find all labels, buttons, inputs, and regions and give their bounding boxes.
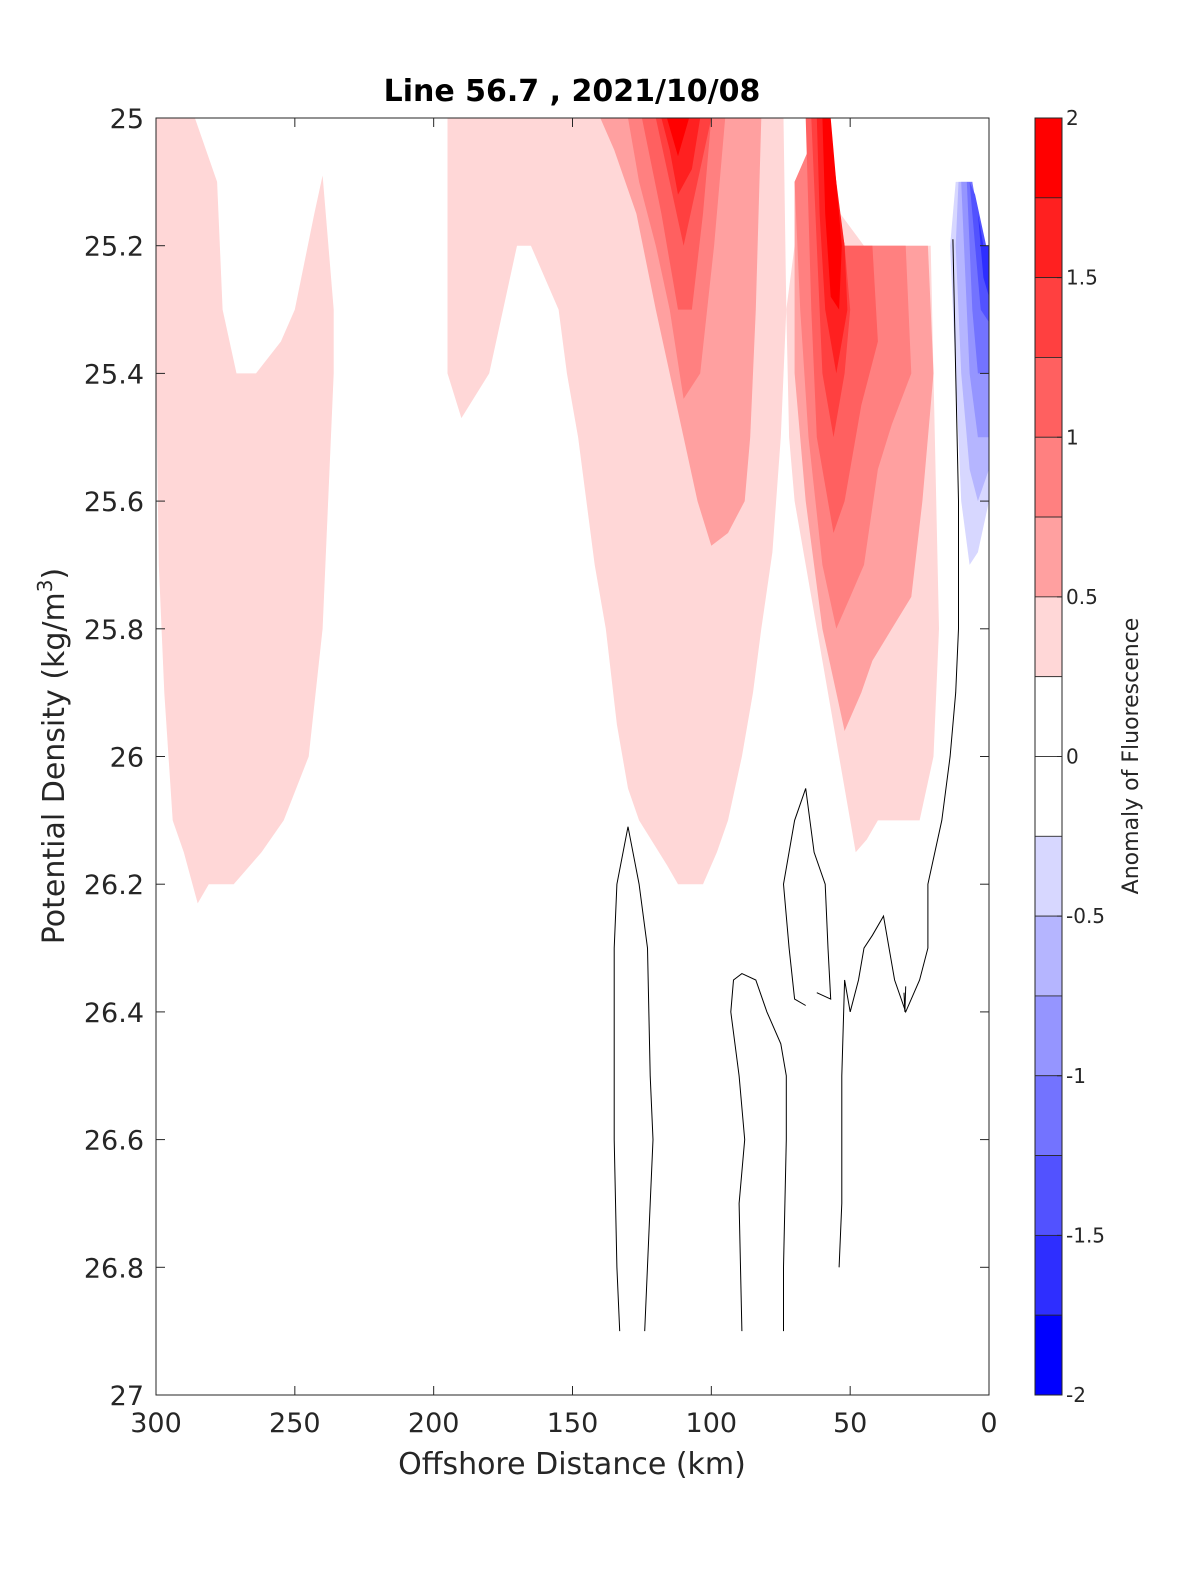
colorbar-tick-label: -2 xyxy=(1066,1383,1086,1407)
colorbar-level-block xyxy=(1034,357,1063,438)
colorbar-level-block xyxy=(1034,596,1063,678)
y-tick-label: 26 xyxy=(110,743,144,774)
x-tick-label: 200 xyxy=(408,1408,460,1439)
y-axis-label-main: Potential Density (kg/m xyxy=(37,592,72,944)
colorbar-level-block xyxy=(1034,1075,1063,1156)
colorbar-ticks: 2 1.5 1 0.5 0 -0.5 -1 -1.5 -2 xyxy=(1057,106,1105,1407)
y-axis-label: Potential Density (kg/m3) xyxy=(33,568,72,944)
colorbar-level-block xyxy=(1034,835,1063,917)
colorbar-tick-label: -1 xyxy=(1066,1064,1086,1088)
contour-fill-1_5-11 xyxy=(661,118,701,195)
zero-contour-line-0 xyxy=(613,826,654,1332)
y-tick-label: 26.6 xyxy=(84,1126,144,1157)
colorbar-tick-label: 0 xyxy=(1066,745,1079,769)
colorbar-level-block xyxy=(1034,516,1063,598)
contour-fill-1_75-14 xyxy=(822,118,842,310)
contour-fill-0_25-0 xyxy=(156,118,334,904)
colorbar-level-block xyxy=(1034,117,1063,199)
zero-contour-line-3 xyxy=(838,239,959,1268)
colorbar-level-block xyxy=(1034,436,1063,518)
y-tick-label: 27 xyxy=(110,1381,144,1412)
y-tick-label: 26.4 xyxy=(84,998,144,1029)
zero-contour-lines xyxy=(613,239,959,1332)
contour-fill-1_75-13 xyxy=(666,118,690,157)
axis-ticks: 300 250 200 150 100 50 0 25 25.2 25.4 25.6 25.8 26 26… xyxy=(84,104,998,1439)
colorbar-tick-label: -1.5 xyxy=(1066,1223,1105,1247)
colorbar-tick-label: -0.5 xyxy=(1066,904,1105,928)
y-tick-label: 25.8 xyxy=(84,615,144,646)
zero-contour-line-4 xyxy=(903,986,907,1012)
x-tick-label: 300 xyxy=(130,1408,182,1439)
filled-contours xyxy=(156,118,989,904)
colorbar: 2 1.5 1 0.5 0 -0.5 -1 -1.5 -2 xyxy=(1034,106,1105,1407)
y-tick-label: 26.8 xyxy=(84,1253,144,1284)
zero-contour-line-2 xyxy=(782,788,832,1006)
y-tick-label: 25.4 xyxy=(84,359,144,390)
colorbar-level-block xyxy=(1034,915,1063,997)
colorbar-level-block xyxy=(1034,995,1063,1077)
colorbar-tick-label: 0.5 xyxy=(1066,585,1098,609)
x-tick-label: 100 xyxy=(686,1408,738,1439)
colorbar-tick-label: 1 xyxy=(1066,425,1079,449)
y-tick-label: 25.6 xyxy=(84,487,144,518)
y-tick-label: 25 xyxy=(110,104,144,135)
x-tick-label: 150 xyxy=(547,1408,599,1439)
chart-title: Line 56.7 , 2021/10/08 xyxy=(384,74,761,109)
x-tick-label: 0 xyxy=(980,1408,997,1439)
contour-fill-neg1_5-20 xyxy=(977,213,989,297)
colorbar-label: Anomaly of Fluorescence xyxy=(1119,618,1144,895)
colorbar-level-block xyxy=(1034,197,1063,279)
plot-area: 300 250 200 150 100 50 0 25 25.2 25.4 25.6 25.8 26 26… xyxy=(84,104,998,1439)
colorbar-level-block xyxy=(1034,676,1063,757)
y-tick-label: 26.2 xyxy=(84,870,144,901)
colorbar-level-block xyxy=(1034,277,1063,358)
colorbar-tick-label: 2 xyxy=(1066,106,1079,130)
contour-fill-neg1_25-19 xyxy=(969,181,989,323)
colorbar-level-block xyxy=(1034,1155,1063,1236)
y-axis-label-tail: ) xyxy=(37,568,72,580)
colorbar-tick-label: 1.5 xyxy=(1066,266,1098,290)
y-axis-label-sup: 3 xyxy=(33,579,57,592)
zero-contour-line-1 xyxy=(730,973,787,1332)
colorbar-level-block xyxy=(1034,1234,1063,1316)
colorbar-blocks xyxy=(1034,117,1063,1396)
y-tick-label: 25.2 xyxy=(84,232,144,263)
x-tick-label: 250 xyxy=(269,1408,321,1439)
x-tick-label: 50 xyxy=(833,1408,867,1439)
colorbar-level-block xyxy=(1034,756,1063,837)
colorbar-level-block xyxy=(1034,1314,1063,1396)
x-axis-label: Offshore Distance (km) xyxy=(398,1447,746,1482)
